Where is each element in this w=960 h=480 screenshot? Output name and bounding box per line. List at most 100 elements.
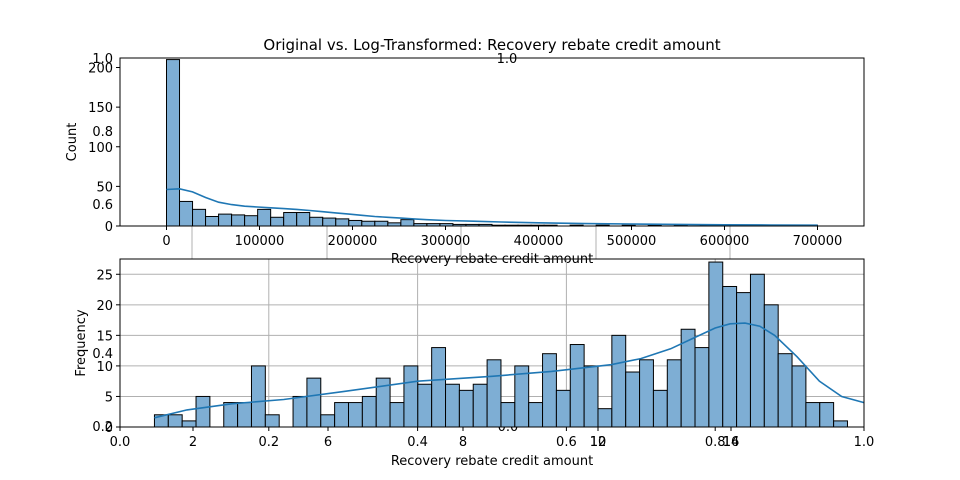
histogram-bar bbox=[181, 420, 197, 428]
histogram-bar bbox=[334, 402, 349, 428]
y-tick-label: 15 bbox=[96, 329, 113, 344]
histogram-bar bbox=[777, 353, 793, 428]
histogram-bar bbox=[569, 344, 585, 428]
histogram-bar bbox=[528, 402, 544, 428]
histogram-bar bbox=[652, 389, 668, 428]
histogram-bar bbox=[270, 216, 285, 227]
ghost-x-tick-label: 16 bbox=[723, 435, 740, 450]
x-tick-label: 0.4 bbox=[407, 435, 428, 450]
ghost-y-tick-label: 0.2 bbox=[92, 420, 113, 435]
histogram-bar bbox=[833, 420, 848, 428]
histogram-bar bbox=[597, 408, 613, 428]
kde-curve bbox=[154, 322, 865, 419]
x-tick-label: 0 bbox=[162, 234, 170, 249]
histogram-bar bbox=[250, 365, 266, 428]
histogram-bar bbox=[335, 218, 350, 227]
histogram-bar bbox=[237, 402, 252, 428]
x-tick-label: 0.2 bbox=[258, 435, 279, 450]
histogram-bar bbox=[749, 273, 765, 428]
ghost-x-tick-label: 2 bbox=[189, 435, 197, 450]
histogram-bar bbox=[431, 347, 447, 428]
histogram-bar bbox=[374, 220, 389, 227]
histogram-bar bbox=[309, 216, 324, 227]
histogram-bar bbox=[639, 359, 654, 428]
histogram-bar bbox=[264, 414, 280, 428]
histogram-bar bbox=[666, 359, 682, 428]
ghost-axes: 1.00.80.60.40.20.026810121416 bbox=[92, 52, 739, 450]
ghost-x-tick-label: 10 bbox=[590, 435, 607, 450]
histogram-bar bbox=[322, 217, 337, 227]
histogram-bar bbox=[819, 402, 835, 428]
y-tick-label: 50 bbox=[96, 180, 113, 195]
histogram-bar bbox=[283, 212, 298, 227]
histogram-bar bbox=[389, 402, 405, 428]
x-tick-label: 0.6 bbox=[556, 435, 577, 450]
histogram-bar bbox=[296, 212, 311, 227]
y-tick-label: 5 bbox=[105, 390, 113, 405]
histogram-bar bbox=[472, 383, 488, 428]
ghost-y-tick-label: 0.4 bbox=[92, 347, 113, 362]
histogram-bar bbox=[514, 365, 530, 428]
y-tick-label: 150 bbox=[88, 101, 113, 116]
x-tick-label: 500000 bbox=[607, 234, 657, 249]
y-tick-label: 25 bbox=[96, 268, 113, 283]
histogram-bar bbox=[763, 304, 779, 428]
ghost-y-tick-label: 0.6 bbox=[92, 198, 113, 213]
y-tick-label: 0 bbox=[105, 220, 113, 235]
x-axis-label: Recovery rebate credit amount bbox=[391, 454, 593, 469]
histogram-bar bbox=[583, 365, 599, 428]
ghost-y-tick-label: 1.0 bbox=[92, 52, 113, 67]
histogram-bar bbox=[166, 59, 181, 227]
ghost-x-tick-label: 6 bbox=[324, 435, 332, 450]
histogram-bar bbox=[257, 208, 272, 227]
histogram-bar bbox=[400, 219, 415, 227]
y-axis-label: Frequency bbox=[74, 309, 89, 376]
histogram-bar bbox=[179, 200, 194, 227]
y-tick-label: 100 bbox=[88, 141, 113, 156]
histogram-bar bbox=[417, 383, 433, 428]
histogram-bar bbox=[791, 365, 807, 428]
histogram-bar bbox=[231, 214, 246, 227]
overlapping-axis-label: 1.0 bbox=[497, 52, 518, 67]
histogram-bar bbox=[500, 402, 516, 428]
x-tick-label: 100000 bbox=[235, 234, 285, 249]
figure-title: Original vs. Log-Transformed: Recovery r… bbox=[263, 36, 720, 54]
histogram-bar bbox=[486, 359, 502, 428]
axes-frame bbox=[119, 258, 865, 428]
x-tick-label: 0.0 bbox=[110, 435, 131, 450]
histogram-bar bbox=[192, 208, 207, 227]
histogram-bar bbox=[361, 395, 377, 428]
kde-curve bbox=[166, 187, 818, 226]
histogram-bar bbox=[458, 389, 474, 428]
histogram-bar bbox=[542, 353, 557, 428]
y-tick-label: 200 bbox=[88, 62, 113, 77]
histogram-bar bbox=[805, 402, 821, 428]
y-tick-label: 10 bbox=[96, 360, 113, 375]
x-tick-label: 1.0 bbox=[854, 435, 875, 450]
histogram-bar bbox=[348, 219, 363, 227]
histogram-bar bbox=[223, 402, 239, 428]
histogram-bar bbox=[167, 414, 183, 428]
histogram-bar bbox=[708, 261, 724, 428]
x-tick-label: 600000 bbox=[700, 234, 750, 249]
histogram-bar bbox=[292, 395, 308, 428]
histogram-bar bbox=[205, 215, 220, 227]
histogram-bar bbox=[403, 365, 419, 428]
axes-frame bbox=[119, 57, 865, 227]
y-tick-label: 20 bbox=[96, 299, 113, 314]
histogram-bar bbox=[218, 213, 233, 227]
histogram-bar bbox=[722, 285, 738, 428]
x-tick-label: 200000 bbox=[328, 234, 378, 249]
histogram-bar bbox=[611, 334, 627, 428]
ghost-y-tick-label: 0.8 bbox=[92, 125, 113, 140]
histogram-bar bbox=[306, 377, 322, 428]
histogram-bar bbox=[195, 395, 211, 428]
ghost-x-tick-label: 12 bbox=[590, 435, 607, 450]
x-tick-label: 300000 bbox=[421, 234, 471, 249]
histogram-bar bbox=[361, 220, 376, 227]
x-tick-label: 0.8 bbox=[705, 435, 726, 450]
x-tick-label: 400000 bbox=[514, 234, 564, 249]
histogram-bar bbox=[320, 414, 336, 428]
